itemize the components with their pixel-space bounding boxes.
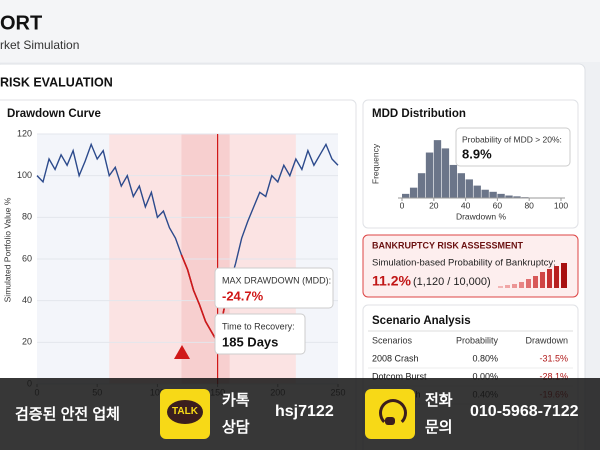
y-tick-label: 40	[22, 295, 32, 305]
y-tick-label: 20	[22, 337, 32, 347]
table-cell: 0.00%	[472, 371, 498, 381]
bar	[425, 152, 434, 198]
header-title: ORT	[0, 12, 42, 34]
phone-number[interactable]: 010-5968-7122	[470, 403, 579, 420]
annotation-label: Probability of MDD > 20%:	[462, 134, 562, 144]
x-tick-label: 60	[493, 200, 503, 210]
table-cell: 0.80%	[472, 353, 498, 363]
card-title: BANKRUPTCY RISK ASSESSMENT	[372, 240, 524, 250]
bar	[481, 189, 489, 198]
annotation-box	[214, 267, 334, 309]
risk-icon	[498, 263, 567, 288]
annotation-label: MAX DRAWDOWN (MDD):	[222, 275, 331, 285]
talk-label: 상담	[222, 419, 250, 436]
bar	[409, 187, 418, 198]
header-subtitle: rket Simulation	[0, 38, 79, 52]
bar	[497, 193, 505, 198]
y-axis-label: Simulated Portfolio Value %	[2, 197, 12, 302]
bar	[402, 193, 410, 198]
value: 11.2%	[372, 273, 411, 289]
annotation-value: -24.7%	[222, 288, 264, 303]
x-tick-label: 80	[524, 200, 534, 210]
y-tick-label: 60	[22, 253, 32, 263]
x-tick-label: 40	[461, 200, 471, 210]
annotation-box	[455, 127, 571, 167]
bar	[513, 196, 521, 198]
bar	[457, 173, 465, 198]
column-header: Probability	[456, 335, 499, 345]
x-tick-label: 20	[429, 200, 439, 210]
y-axis-label: Frequency	[370, 143, 380, 184]
table-cell: -31.5%	[539, 353, 568, 363]
header-bg	[0, 0, 600, 62]
column-header: Scenarios	[372, 335, 413, 345]
bar	[417, 173, 426, 198]
annotation-value: 8.9%	[462, 146, 492, 161]
table-cell: -28.1%	[539, 371, 568, 381]
talk-label: 카톡	[222, 392, 250, 409]
phone-label: 전화	[425, 392, 453, 409]
annotation-label: Time to Recovery:	[222, 321, 295, 331]
detail: (1,120 / 10,000)	[413, 276, 491, 288]
y-tick-label: 120	[17, 128, 32, 138]
section-title: RISK EVALUATION	[0, 75, 113, 89]
x-axis-label: Drawdown %	[456, 211, 507, 221]
kakao-icon[interactable]: TALK	[160, 389, 210, 439]
annotation-box	[214, 313, 306, 355]
icon-text: TALK	[172, 406, 198, 417]
bar	[441, 148, 450, 198]
x-tick-label: 100	[554, 200, 568, 210]
table-cell: 2008 Crash	[372, 353, 419, 363]
bar	[473, 185, 481, 198]
bar	[489, 191, 497, 198]
bar	[465, 179, 473, 198]
label: Simulation-based Probability of Bankrupt…	[372, 258, 556, 269]
tagline: 검증된 안전 업체	[15, 406, 120, 423]
table-cell: Dotcom Burst	[372, 371, 427, 381]
phone-icon[interactable]	[365, 389, 415, 439]
bar	[505, 195, 513, 198]
annotation-value: 185 Days	[222, 334, 278, 349]
chart-title: MDD Distribution	[372, 108, 466, 120]
talk-id[interactable]: hsj7122	[275, 403, 334, 420]
x-tick-label: 0	[400, 200, 405, 210]
bar	[433, 140, 442, 198]
warning-icon	[174, 345, 190, 359]
bar	[449, 164, 458, 198]
y-tick-label: 100	[17, 170, 32, 180]
card-title: Scenario Analysis	[372, 315, 471, 327]
column-header: Drawdown	[525, 335, 568, 345]
card	[362, 234, 579, 298]
y-tick-label: 80	[22, 212, 32, 222]
phone-label: 문의	[425, 419, 453, 436]
chart-title: Drawdown Curve	[7, 108, 101, 120]
banner: 검증된 안전 업체 TALK 카톡 상담 hsj7122 전화 문의 010-5…	[0, 378, 600, 450]
